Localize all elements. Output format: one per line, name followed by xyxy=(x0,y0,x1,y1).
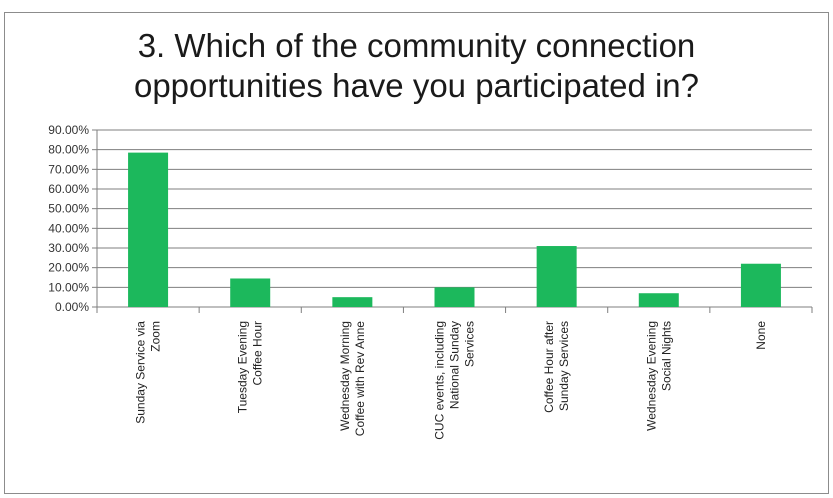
y-tick-label: 50.00% xyxy=(48,202,89,216)
category-label-line: National Sunday xyxy=(448,321,462,409)
category-label: Sunday Service via Zoom xyxy=(134,321,163,424)
bar xyxy=(638,293,679,307)
y-tick-label: 70.00% xyxy=(48,162,89,176)
bar xyxy=(332,297,373,307)
category-label-line: Coffee Hour xyxy=(251,321,265,385)
bar xyxy=(740,263,781,307)
y-tick-label: 80.00% xyxy=(48,143,89,157)
category-label-line: Zoom xyxy=(149,321,163,352)
category-label: Wednesday Evening Social Nights xyxy=(644,321,673,431)
category-label-line: Wednesday Evening xyxy=(644,321,658,431)
y-tick-label: 60.00% xyxy=(48,182,89,196)
y-tick-label: 40.00% xyxy=(48,221,89,235)
category-label: Coffee Hour after Sunday Services xyxy=(542,321,571,413)
category-label: None xyxy=(754,321,768,350)
y-tick-label: 30.00% xyxy=(48,241,89,255)
category-label-line: Coffee Hour after xyxy=(542,321,556,413)
category-label-line: Coffee with Rev Anne xyxy=(353,321,367,437)
category-label: Tuesday Evening Coffee Hour xyxy=(236,321,265,413)
chart-title: 3. Which of the community connection opp… xyxy=(0,26,833,106)
y-tick-label: 10.00% xyxy=(48,280,89,294)
category-label: CUC events, including National Sunday Serv… xyxy=(433,321,477,440)
category-label-line: None xyxy=(754,321,768,350)
y-tick-label: 20.00% xyxy=(48,261,89,275)
category-label-line: Sunday Service via xyxy=(134,321,148,424)
bar xyxy=(128,152,169,307)
category-label-line: Services xyxy=(463,321,477,367)
category-label: Wednesday Morning Coffee with Rev Anne xyxy=(338,321,367,437)
bar xyxy=(434,287,475,307)
y-tick-label: 90.00% xyxy=(48,123,89,137)
bar xyxy=(536,246,577,307)
category-label-line: Wednesday Morning xyxy=(338,321,352,431)
category-label-line: Social Nights xyxy=(659,321,673,391)
y-tick-label: 0.00% xyxy=(55,300,89,314)
bar xyxy=(230,278,271,307)
category-label-line: Tuesday Evening xyxy=(236,321,250,413)
category-label-line: Sunday Services xyxy=(557,321,571,411)
chart-title-line-1: 3. Which of the community connection xyxy=(137,27,696,64)
chart-title-line-2: opportunities have you participated in? xyxy=(133,67,700,104)
category-label-line: CUC events, including xyxy=(433,321,447,440)
